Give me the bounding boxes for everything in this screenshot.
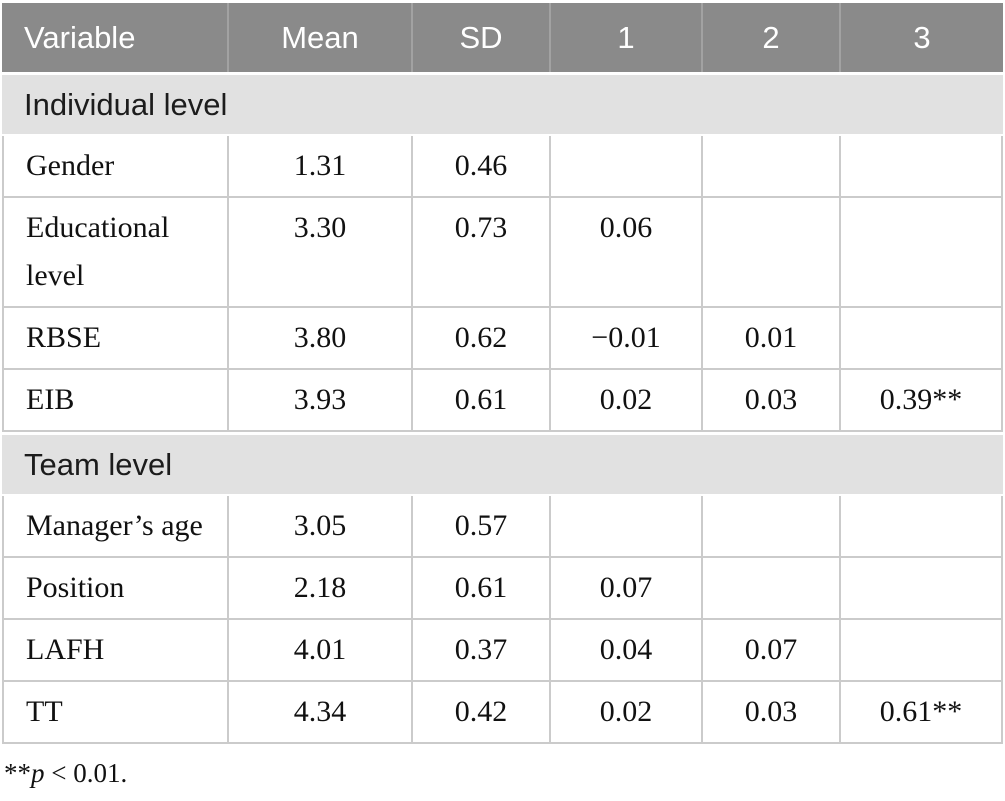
value-cell: 2.18 — [229, 558, 413, 620]
value-cell: 1.31 — [229, 136, 413, 198]
value-cell — [841, 198, 1003, 308]
table-footnote: **p < 0.01. — [2, 744, 1003, 789]
value-cell: 0.02 — [551, 370, 703, 432]
value-cell: 0.37 — [413, 620, 551, 682]
variable-cell: TT — [2, 682, 229, 744]
value-cell: 0.03 — [703, 370, 841, 432]
value-cell: 3.30 — [229, 198, 413, 308]
table-row: RBSE 3.80 0.62 −0.01 0.01 — [2, 308, 1003, 370]
value-cell: 0.61 — [413, 370, 551, 432]
col-header-sd: SD — [413, 3, 551, 72]
value-cell: 0.01 — [703, 308, 841, 370]
value-cell: 0.62 — [413, 308, 551, 370]
value-cell: −0.01 — [551, 308, 703, 370]
section-label: Individual level — [2, 72, 1003, 136]
table-row: EIB 3.93 0.61 0.02 0.03 0.39** — [2, 370, 1003, 432]
value-cell — [703, 136, 841, 198]
variable-cell: Position — [2, 558, 229, 620]
value-cell: 0.07 — [551, 558, 703, 620]
value-cell — [703, 496, 841, 558]
table-row: LAFH 4.01 0.37 0.04 0.07 — [2, 620, 1003, 682]
value-cell: 3.05 — [229, 496, 413, 558]
value-cell: 0.06 — [551, 198, 703, 308]
value-cell — [551, 496, 703, 558]
value-cell: 0.02 — [551, 682, 703, 744]
value-cell: 0.61 — [413, 558, 551, 620]
table-row: Gender 1.31 0.46 — [2, 136, 1003, 198]
value-cell: 0.07 — [703, 620, 841, 682]
value-cell: 4.01 — [229, 620, 413, 682]
value-cell — [703, 558, 841, 620]
variable-cell: Gender — [2, 136, 229, 198]
variable-cell: RBSE — [2, 308, 229, 370]
table-row: Manager’s age 3.05 0.57 — [2, 496, 1003, 558]
value-cell: 0.61** — [841, 682, 1003, 744]
col-header-3: 3 — [841, 3, 1003, 72]
value-cell — [841, 136, 1003, 198]
value-cell — [841, 558, 1003, 620]
footnote-text: < 0.01. — [44, 758, 128, 788]
value-cell: 0.73 — [413, 198, 551, 308]
section-label: Team level — [2, 432, 1003, 496]
value-cell: 3.80 — [229, 308, 413, 370]
value-cell — [551, 136, 703, 198]
footnote-p-symbol: p — [31, 758, 45, 788]
value-cell — [841, 620, 1003, 682]
value-cell: 4.34 — [229, 682, 413, 744]
value-cell: 0.03 — [703, 682, 841, 744]
section-row: Individual level — [2, 72, 1003, 136]
section-row: Team level — [2, 432, 1003, 496]
value-cell: 0.04 — [551, 620, 703, 682]
header-row: Variable Mean SD 1 2 3 — [2, 3, 1003, 72]
col-header-1: 1 — [551, 3, 703, 72]
table-row: Educational level 3.30 0.73 0.06 — [2, 198, 1003, 308]
value-cell — [703, 198, 841, 308]
variable-cell: LAFH — [2, 620, 229, 682]
value-cell: 0.46 — [413, 136, 551, 198]
value-cell: 0.42 — [413, 682, 551, 744]
footnote-marker: ** — [4, 758, 31, 788]
table-row: TT 4.34 0.42 0.02 0.03 0.61** — [2, 682, 1003, 744]
value-cell: 3.93 — [229, 370, 413, 432]
col-header-variable: Variable — [2, 3, 229, 72]
value-cell — [841, 308, 1003, 370]
correlation-table: Variable Mean SD 1 2 3 Individual level G… — [2, 3, 1003, 744]
variable-cell: Educational level — [2, 198, 229, 308]
variable-cell: Manager’s age — [2, 496, 229, 558]
col-header-2: 2 — [703, 3, 841, 72]
value-cell: 0.39** — [841, 370, 1003, 432]
table-row: Position 2.18 0.61 0.07 — [2, 558, 1003, 620]
col-header-mean: Mean — [229, 3, 413, 72]
value-cell: 0.57 — [413, 496, 551, 558]
variable-cell: EIB — [2, 370, 229, 432]
value-cell — [841, 496, 1003, 558]
